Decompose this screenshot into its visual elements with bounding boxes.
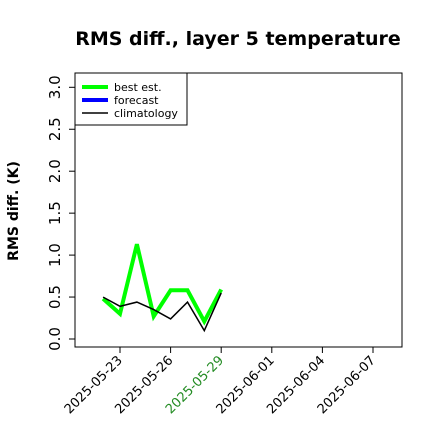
y-tick-label: 0.5 bbox=[46, 285, 64, 309]
plot-frame bbox=[74, 72, 403, 348]
y-tick-label: 0.0 bbox=[46, 327, 64, 351]
series-line-best-est bbox=[101, 243, 223, 326]
legend-label-best-est: best est. bbox=[114, 81, 162, 94]
series-line-climatology bbox=[102, 292, 222, 333]
y-axis-label: RMS diff. (K) bbox=[6, 161, 22, 261]
chart-title: RMS diff., layer 5 temperature bbox=[75, 28, 401, 50]
y-tick-label: 1.0 bbox=[46, 243, 64, 267]
y-tick-label: 3.0 bbox=[46, 75, 64, 99]
y-tick-label: 2.5 bbox=[46, 117, 64, 141]
x-axis: 2025-05-232025-05-262025-05-292025-06-01… bbox=[62, 347, 379, 417]
legend-label-climatology: climatology bbox=[114, 107, 178, 120]
y-tick-label: 2.0 bbox=[46, 159, 64, 183]
legend-label-forecast: forecast bbox=[114, 94, 159, 107]
series-layer bbox=[101, 243, 223, 333]
y-tick-label: 1.5 bbox=[46, 201, 64, 225]
y-axis: 0.0 0.5 1.0 1.5 2.0 2.5 3.0 bbox=[46, 75, 75, 351]
